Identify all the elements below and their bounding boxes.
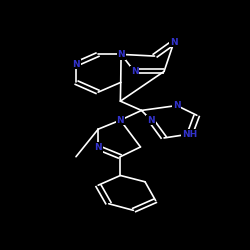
Text: N: N [72, 60, 80, 68]
Text: N: N [116, 116, 124, 125]
Text: N: N [131, 67, 138, 76]
Text: NH: NH [182, 130, 198, 138]
Text: N: N [170, 38, 178, 47]
Text: N: N [173, 101, 180, 110]
Text: N: N [94, 143, 102, 152]
Text: N: N [147, 116, 155, 125]
Text: N: N [117, 50, 125, 59]
